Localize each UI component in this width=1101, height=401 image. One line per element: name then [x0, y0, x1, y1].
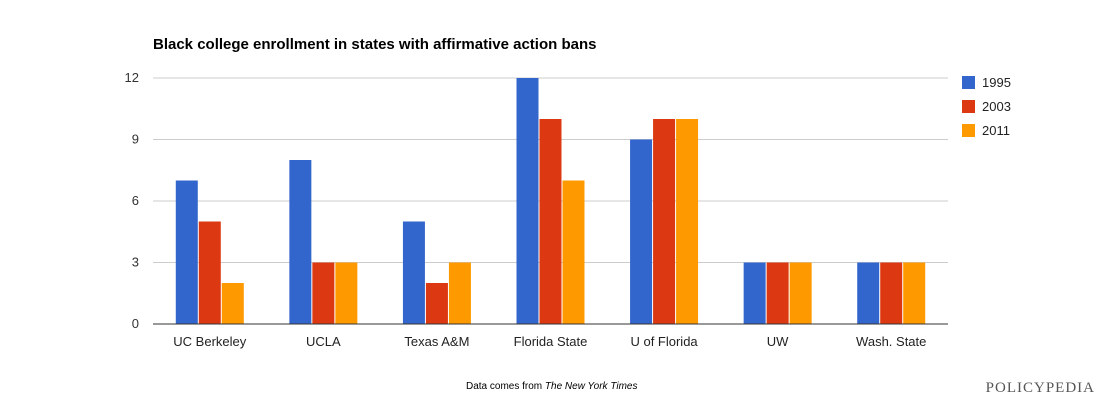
legend-swatch [962, 124, 975, 137]
bar-2011-5[interactable] [789, 262, 812, 325]
x-category-label: Florida State [514, 334, 588, 349]
bar-2003-6[interactable] [880, 262, 903, 325]
y-tick-label: 0 [132, 316, 139, 331]
bar-2011-2[interactable] [448, 262, 471, 325]
chart-title: Black college enrollment in states with … [153, 36, 597, 53]
x-category-label: UCLA [306, 334, 341, 349]
y-tick-label: 6 [132, 193, 139, 208]
bar-2011-4[interactable] [676, 119, 699, 324]
bar-2003-3[interactable] [539, 119, 562, 324]
legend-label: 2003 [982, 99, 1011, 114]
x-category-label: Texas A&M [404, 334, 469, 349]
y-tick-label: 12 [125, 70, 139, 85]
source-name: The New York Times [544, 381, 638, 392]
bar-2011-1[interactable] [335, 262, 358, 325]
y-axis-ticks: 0 3 6 9 12 [125, 70, 139, 331]
source-prefix: Data comes from [466, 381, 543, 392]
x-category-label: UW [767, 334, 789, 349]
x-category-label: UC Berkeley [173, 334, 246, 349]
x-category-label: U of Florida [630, 334, 698, 349]
bar-2003-2[interactable] [425, 283, 448, 324]
x-axis-labels: UC Berkeley UCLA Texas A&M Florida State U o… [173, 334, 926, 349]
legend-label: 2011 [982, 123, 1010, 138]
legend-item-2003[interactable]: 2003 [962, 99, 1011, 114]
y-tick-label: 9 [132, 132, 139, 147]
legend-item-2011[interactable]: 2011 [962, 123, 1010, 138]
bar-2003-1[interactable] [312, 262, 335, 325]
bar-1995-1[interactable] [289, 160, 312, 324]
legend[interactable]: 1995 2003 2011 [962, 75, 1011, 138]
bar-1995-4[interactable] [630, 139, 653, 325]
bars [175, 78, 926, 325]
bar-2011-0[interactable] [221, 283, 244, 324]
y-tick-label: 3 [132, 255, 139, 270]
legend-swatch [962, 76, 975, 89]
bar-1995-0[interactable] [175, 180, 198, 325]
bar-2011-3[interactable] [562, 180, 585, 325]
bar-2003-4[interactable] [653, 119, 676, 324]
bar-1995-6[interactable] [857, 262, 880, 325]
legend-label: 1995 [982, 75, 1011, 90]
x-category-label: Wash. State [856, 334, 926, 349]
bar-2011-6[interactable] [903, 262, 926, 325]
brand-logo: POLICYPEDIA [985, 380, 1095, 396]
bar-1995-3[interactable] [516, 78, 539, 324]
bar-1995-5[interactable] [743, 262, 766, 325]
legend-item-1995[interactable]: 1995 [962, 75, 1011, 90]
source-note: Data comes from The New York Times [466, 381, 637, 392]
bar-1995-2[interactable] [402, 221, 425, 325]
bar-2003-5[interactable] [766, 262, 789, 325]
legend-swatch [962, 100, 975, 113]
bar-2003-0[interactable] [198, 221, 221, 325]
